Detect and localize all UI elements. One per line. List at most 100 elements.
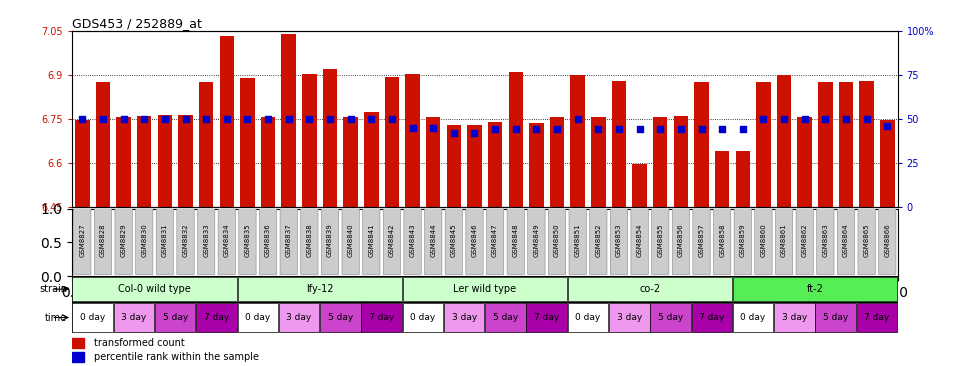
Bar bbox=[426, 117, 441, 207]
Text: GSM8852: GSM8852 bbox=[595, 224, 601, 257]
Bar bbox=[405, 74, 420, 207]
FancyBboxPatch shape bbox=[631, 209, 648, 274]
FancyBboxPatch shape bbox=[404, 209, 421, 274]
Text: 0 day: 0 day bbox=[80, 313, 106, 322]
Text: GSM8859: GSM8859 bbox=[740, 223, 746, 257]
Text: 5 day: 5 day bbox=[162, 313, 188, 322]
FancyBboxPatch shape bbox=[135, 209, 153, 274]
Point bbox=[384, 116, 399, 122]
Text: GSM8857: GSM8857 bbox=[699, 223, 705, 257]
Bar bbox=[591, 117, 606, 207]
Text: 3 day: 3 day bbox=[781, 313, 807, 322]
Text: 3 day: 3 day bbox=[121, 313, 147, 322]
Text: 5 day: 5 day bbox=[658, 313, 684, 322]
FancyBboxPatch shape bbox=[239, 209, 256, 274]
FancyBboxPatch shape bbox=[322, 209, 339, 274]
Bar bbox=[320, 303, 361, 332]
FancyBboxPatch shape bbox=[755, 209, 772, 274]
Bar bbox=[674, 116, 688, 207]
Point bbox=[653, 127, 668, 132]
FancyBboxPatch shape bbox=[611, 209, 628, 274]
Bar bbox=[72, 277, 237, 301]
Point bbox=[838, 116, 853, 122]
FancyBboxPatch shape bbox=[259, 209, 276, 274]
Point bbox=[735, 127, 751, 132]
Text: GSM8860: GSM8860 bbox=[760, 223, 766, 257]
Bar bbox=[529, 123, 543, 207]
FancyBboxPatch shape bbox=[713, 209, 731, 274]
Bar bbox=[361, 303, 402, 332]
Text: GSM8861: GSM8861 bbox=[781, 223, 787, 257]
Text: GSM8863: GSM8863 bbox=[823, 223, 828, 257]
Text: 3 day: 3 day bbox=[616, 313, 642, 322]
Point bbox=[343, 116, 358, 122]
Point bbox=[673, 127, 688, 132]
Bar bbox=[488, 122, 502, 207]
FancyBboxPatch shape bbox=[796, 209, 813, 274]
Point bbox=[467, 130, 482, 136]
Text: GSM8843: GSM8843 bbox=[410, 223, 416, 257]
Point bbox=[199, 116, 214, 122]
Text: strain: strain bbox=[39, 284, 67, 294]
Text: GSM8844: GSM8844 bbox=[430, 224, 436, 257]
Bar bbox=[155, 303, 196, 332]
Text: GSM8856: GSM8856 bbox=[678, 223, 684, 257]
Text: 0 day: 0 day bbox=[740, 313, 766, 322]
Text: 7 day: 7 day bbox=[534, 313, 560, 322]
FancyBboxPatch shape bbox=[466, 209, 483, 274]
Text: 0 day: 0 day bbox=[410, 313, 436, 322]
Point bbox=[777, 116, 792, 122]
FancyBboxPatch shape bbox=[734, 209, 752, 274]
Point bbox=[694, 127, 709, 132]
Bar bbox=[612, 81, 626, 207]
Text: GSM8866: GSM8866 bbox=[884, 223, 890, 257]
Bar bbox=[570, 75, 585, 207]
Text: Ler wild type: Ler wild type bbox=[453, 284, 516, 294]
Point bbox=[281, 116, 297, 122]
Bar bbox=[633, 164, 647, 207]
Bar bbox=[278, 303, 320, 332]
Text: GSM8827: GSM8827 bbox=[80, 223, 85, 257]
Point bbox=[240, 116, 255, 122]
FancyBboxPatch shape bbox=[528, 209, 545, 274]
Bar bbox=[650, 303, 691, 332]
FancyBboxPatch shape bbox=[383, 209, 400, 274]
Bar bbox=[179, 115, 193, 207]
Point bbox=[488, 127, 503, 132]
Text: 3 day: 3 day bbox=[286, 313, 312, 322]
Text: GSM8853: GSM8853 bbox=[616, 223, 622, 257]
FancyBboxPatch shape bbox=[672, 209, 689, 274]
Text: GSM8842: GSM8842 bbox=[389, 224, 395, 257]
Text: GSM8830: GSM8830 bbox=[141, 223, 147, 257]
Text: GSM8849: GSM8849 bbox=[534, 223, 540, 257]
Text: GSM8834: GSM8834 bbox=[224, 223, 229, 257]
FancyBboxPatch shape bbox=[858, 209, 876, 274]
Bar bbox=[715, 151, 730, 207]
Text: 7 day: 7 day bbox=[699, 313, 725, 322]
FancyBboxPatch shape bbox=[115, 209, 132, 274]
FancyBboxPatch shape bbox=[589, 209, 607, 274]
Text: GSM8848: GSM8848 bbox=[513, 223, 518, 257]
Text: GSM8854: GSM8854 bbox=[636, 224, 642, 257]
Text: GSM8833: GSM8833 bbox=[204, 223, 209, 257]
Bar bbox=[798, 117, 812, 207]
Text: GSM8832: GSM8832 bbox=[182, 223, 188, 257]
Point bbox=[95, 116, 110, 122]
Bar bbox=[113, 303, 155, 332]
Text: GSM8851: GSM8851 bbox=[575, 223, 581, 257]
Point bbox=[859, 116, 875, 122]
Bar bbox=[756, 82, 771, 207]
Bar bbox=[550, 117, 564, 207]
FancyBboxPatch shape bbox=[487, 209, 504, 274]
Bar bbox=[220, 36, 234, 207]
Bar bbox=[777, 75, 791, 207]
Bar bbox=[402, 277, 567, 301]
Point bbox=[425, 125, 441, 131]
Point bbox=[508, 127, 523, 132]
Text: GSM8865: GSM8865 bbox=[864, 223, 870, 257]
Point bbox=[116, 116, 132, 122]
Point bbox=[714, 127, 730, 132]
Bar bbox=[237, 303, 278, 332]
Bar bbox=[653, 117, 667, 207]
Bar bbox=[567, 303, 609, 332]
